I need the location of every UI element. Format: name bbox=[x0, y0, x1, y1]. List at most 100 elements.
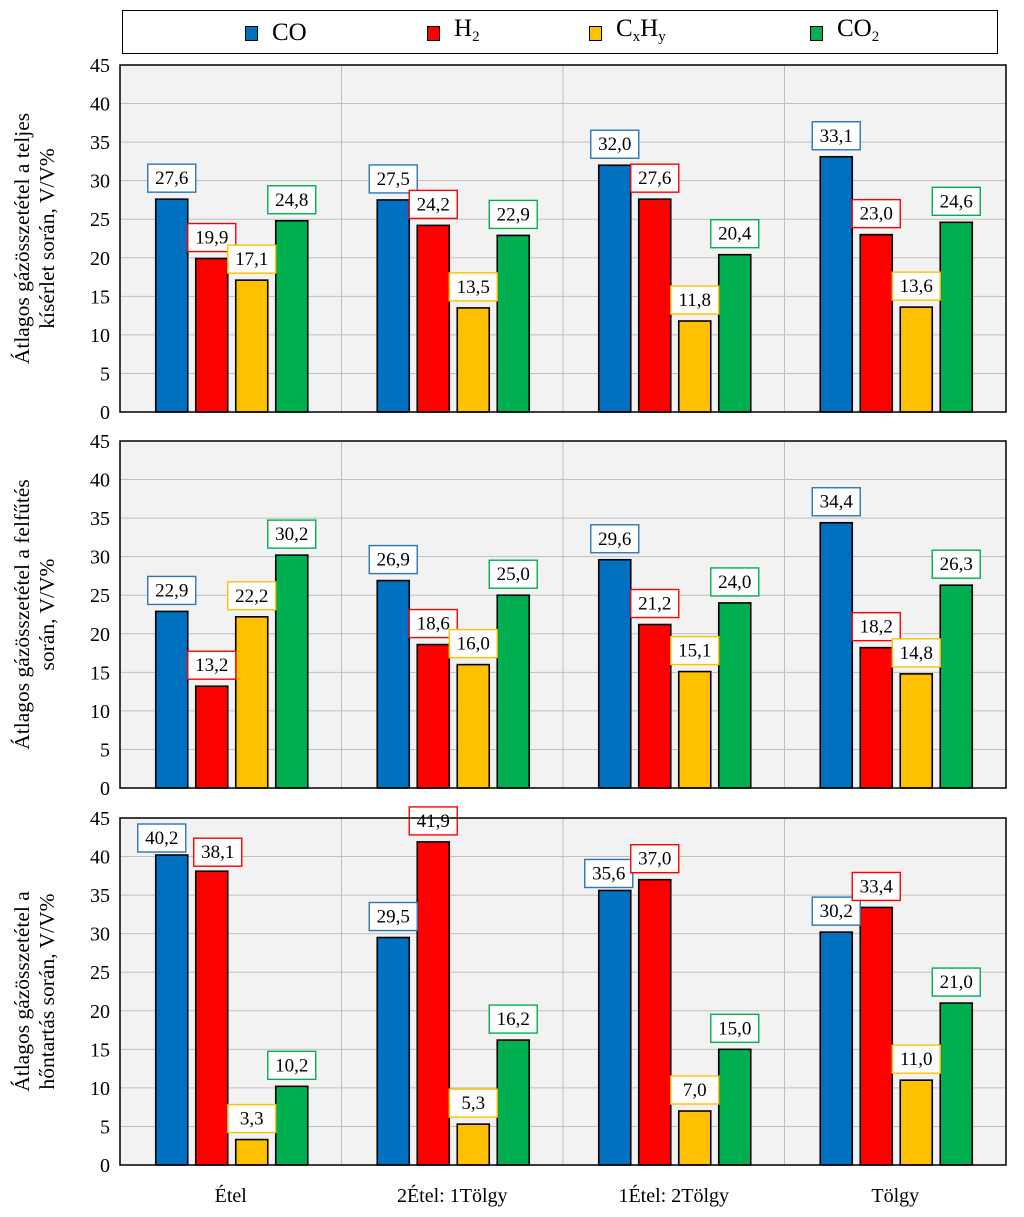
bar-co bbox=[597, 558, 632, 789]
bar-co bbox=[819, 155, 854, 413]
y-tick-label: 30 bbox=[90, 924, 110, 946]
bar-co2 bbox=[939, 1002, 974, 1166]
bar-cxhy bbox=[677, 670, 712, 789]
chart-panel-3: 0 5 10 15 20 25 30 35 40 45 Átlagos gázösszetétel … bbox=[10, 806, 1007, 1177]
data-label-co: 35,6 bbox=[592, 863, 625, 884]
data-label-co: 27,6 bbox=[155, 168, 188, 189]
legend-swatch-co bbox=[245, 25, 258, 41]
bar-h2 bbox=[859, 646, 894, 789]
data-label-co2: 20,4 bbox=[718, 224, 752, 245]
data-label-box-cxhy bbox=[891, 1044, 941, 1074]
bar-cxhy bbox=[899, 673, 934, 789]
bar-cxhy bbox=[677, 320, 712, 413]
y-tick-label: 5 bbox=[100, 1116, 110, 1138]
data-label-co2: 24,8 bbox=[275, 190, 308, 211]
y-axis-label-line: Átlagos gázösszetétel a bbox=[10, 891, 34, 1092]
x-category-label: 1Étel: 2Tölgy bbox=[618, 1184, 729, 1207]
plot-border bbox=[119, 440, 1007, 789]
y-tick-label: 30 bbox=[90, 171, 110, 193]
chart-panel-2: 0 5 10 15 20 25 30 35 40 45 Átlagos gázösszetétel … bbox=[10, 431, 1007, 800]
bar-co2 bbox=[939, 584, 974, 789]
legend-label-co2: CO2 bbox=[837, 15, 880, 45]
data-label-box-co2 bbox=[267, 1050, 317, 1081]
bar-co bbox=[597, 164, 632, 413]
data-label-h2: 37,0 bbox=[638, 849, 671, 870]
data-label-box-co bbox=[811, 896, 861, 926]
bar-h2 bbox=[194, 257, 229, 413]
data-label-cxhy: 13,6 bbox=[900, 276, 933, 297]
data-label-box-co2 bbox=[488, 559, 538, 589]
y-tick-label: 20 bbox=[90, 624, 110, 646]
data-label-co: 34,4 bbox=[820, 492, 854, 513]
data-label-h2: 24,2 bbox=[417, 194, 450, 215]
bar-co bbox=[819, 521, 854, 789]
y-tick-label: 45 bbox=[90, 808, 110, 830]
y-tick-label: 0 bbox=[100, 778, 110, 800]
data-label-co: 32,0 bbox=[598, 134, 631, 155]
y-axis-label-line: Átlagos gázösszetétel a felfűtés bbox=[10, 479, 34, 749]
data-label-box-h2 bbox=[408, 806, 458, 836]
bar-h2 bbox=[859, 906, 894, 1166]
y-tick-label: 20 bbox=[90, 248, 110, 270]
data-label-box-cxhy bbox=[670, 285, 720, 315]
data-label-h2: 21,2 bbox=[638, 594, 671, 615]
data-label-box-co2 bbox=[267, 519, 317, 549]
data-label-box-co bbox=[147, 575, 197, 606]
bar-co bbox=[376, 936, 411, 1166]
bar-cxhy bbox=[899, 306, 934, 413]
data-label-box-co bbox=[590, 524, 640, 554]
data-label-box-h2 bbox=[193, 837, 243, 867]
y-tick-label: 10 bbox=[90, 325, 110, 347]
bar-co2 bbox=[717, 602, 752, 789]
data-label-box-co bbox=[590, 129, 640, 159]
data-label-box-h2 bbox=[187, 650, 237, 680]
y-tick-label: 40 bbox=[90, 847, 110, 869]
data-label-h2: 27,6 bbox=[638, 168, 671, 189]
y-axis-label-line: kísérlet során, V/V% bbox=[35, 148, 59, 329]
data-label-box-cxhy bbox=[227, 581, 277, 611]
y-tick-label: 0 bbox=[100, 1155, 110, 1177]
y-tick-label: 40 bbox=[90, 470, 110, 492]
bar-cxhy bbox=[456, 307, 491, 413]
y-axis-label: Átlagos gázösszetétel a felfűtéssorán, V… bbox=[10, 479, 59, 749]
data-label-box-co2 bbox=[488, 199, 538, 230]
y-tick-label: 40 bbox=[90, 94, 110, 116]
data-label-box-co2 bbox=[710, 567, 760, 597]
y-tick-label: 35 bbox=[90, 508, 110, 530]
y-tick-label: 10 bbox=[90, 1078, 110, 1100]
bar-co bbox=[154, 854, 189, 1166]
data-label-box-co bbox=[147, 163, 197, 193]
data-label-co: 22,9 bbox=[155, 580, 188, 601]
bar-co2 bbox=[274, 554, 309, 789]
y-axis-label-line: Átlagos gázösszetétel a teljes bbox=[10, 113, 34, 364]
data-label-box-cxhy bbox=[448, 1088, 498, 1118]
legend-item-co2: CO2 bbox=[810, 15, 880, 48]
bar-h2 bbox=[416, 224, 451, 413]
data-label-h2: 38,1 bbox=[201, 842, 234, 863]
bar-cxhy bbox=[899, 1079, 934, 1166]
data-label-cxhy: 14,8 bbox=[900, 643, 933, 664]
bar-cxhy bbox=[234, 616, 269, 789]
bar-h2 bbox=[637, 198, 672, 413]
data-label-box-cxhy bbox=[227, 1103, 277, 1134]
legend-item-cxhy: CxHy bbox=[589, 15, 666, 48]
data-label-h2: 41,9 bbox=[417, 811, 450, 832]
data-label-cxhy: 22,2 bbox=[235, 586, 268, 607]
y-axis-label-line: hőntartás során, V/V% bbox=[35, 893, 59, 1089]
data-label-co2: 16,2 bbox=[497, 1009, 530, 1030]
legend-label-cxhy: CxHy bbox=[616, 15, 666, 45]
data-label-co: 26,9 bbox=[377, 550, 410, 571]
bar-co bbox=[154, 610, 189, 789]
data-label-cxhy: 7,0 bbox=[683, 1080, 707, 1101]
data-label-cxhy: 5,3 bbox=[461, 1093, 485, 1114]
data-label-box-co2 bbox=[931, 967, 981, 997]
data-label-co2: 10,2 bbox=[275, 1055, 308, 1076]
data-label-h2: 33,4 bbox=[860, 876, 894, 897]
data-label-co2: 22,9 bbox=[497, 204, 530, 225]
data-label-box-h2 bbox=[630, 163, 680, 193]
bar-co bbox=[376, 579, 411, 789]
data-label-box-co bbox=[137, 823, 187, 853]
legend-swatch-co2 bbox=[810, 25, 823, 41]
data-label-co2: 24,0 bbox=[718, 572, 751, 593]
